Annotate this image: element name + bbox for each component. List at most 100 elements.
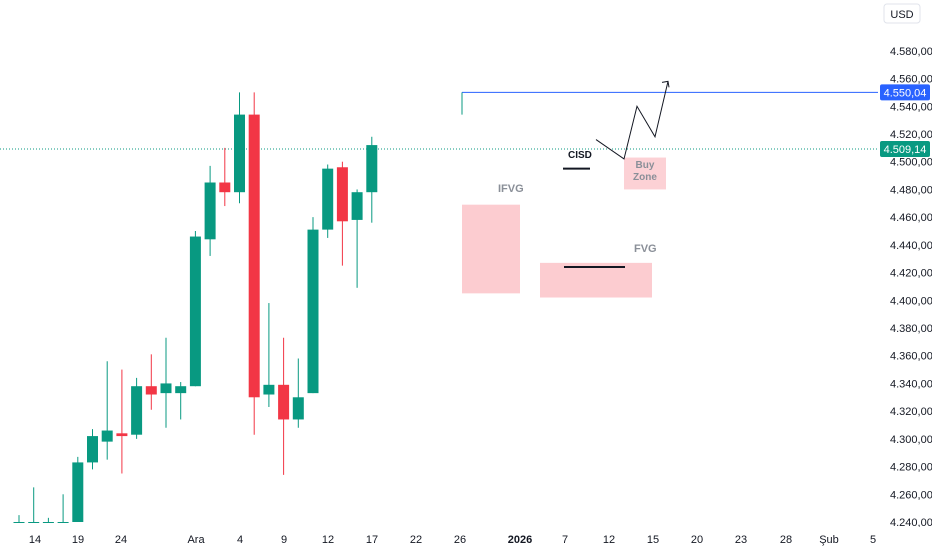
candle: [13, 515, 25, 523]
candle-body: [292, 397, 304, 420]
candle-body: [13, 522, 25, 523]
candle-body: [131, 386, 143, 435]
price-tick-label: 4.460,00: [890, 212, 932, 224]
candle-body: [366, 145, 378, 193]
candle-body: [87, 436, 98, 463]
key-level-label: 4.550,04: [884, 87, 927, 99]
candle: [116, 369, 128, 474]
lines-layer: [0, 91, 878, 150]
price-axis[interactable]: USD 4.580,00 4.560,00 4.540,00 4.520,00 4.500…: [880, 0, 932, 550]
current-price-badge: [880, 141, 930, 158]
ifvg-label: IFVG: [498, 183, 524, 195]
candle: [131, 377, 143, 439]
candle: [42, 517, 54, 523]
time-tick-label: 9: [281, 534, 287, 546]
currency-label: USD: [890, 9, 913, 21]
time-tick-label: 26: [454, 534, 466, 546]
candle-body: [72, 462, 84, 522]
price-tick-label: 4.380,00: [890, 323, 932, 335]
candle-body: [248, 114, 260, 398]
candle: [292, 358, 304, 428]
candle: [145, 354, 157, 410]
candle: [366, 136, 378, 223]
time-tick-label: 28: [780, 534, 792, 546]
candle: [57, 494, 69, 523]
price-tick-label: 4.340,00: [890, 378, 932, 390]
candle-body: [175, 386, 187, 394]
price-tick-label: 4.440,00: [890, 240, 932, 252]
candle: [101, 361, 113, 460]
time-axis[interactable]: 14 19 24 Ara 4 9 12 17 22 26 2026 7 12 15 20 23 28 Şub 5: [0, 527, 932, 550]
time-tick-label: 17: [366, 534, 378, 546]
candle: [278, 337, 290, 475]
price-tick-label: 4.280,00: [890, 462, 932, 474]
price-tick-label: 4.400,00: [890, 295, 932, 307]
candle-body: [307, 229, 319, 394]
key-level-badge: [880, 84, 930, 101]
time-tick-label: 19: [72, 534, 84, 546]
cisd-label: CISD: [568, 150, 592, 161]
candle: [189, 231, 201, 387]
candle-body: [189, 236, 201, 387]
projection-path: [595, 81, 669, 160]
zone-ifvg: [462, 204, 520, 294]
price-tick-label: 4.360,00: [890, 351, 932, 363]
price-tick-label: 4.320,00: [890, 406, 932, 418]
candle-body: [145, 386, 157, 395]
candle: [87, 429, 98, 470]
price-tick-label: 4.300,00: [890, 434, 932, 446]
time-tick-label: 12: [322, 534, 334, 546]
current-price-label: 4.509,14: [884, 144, 927, 156]
time-tick-label: 5: [870, 534, 876, 546]
currency-box: [883, 3, 921, 24]
candle-body: [263, 384, 275, 395]
price-tick-label: 4.540,00: [890, 101, 932, 113]
time-tick-label: 12: [603, 534, 615, 546]
candle: [234, 92, 245, 204]
time-tick-label: 22: [410, 534, 422, 546]
candle-body: [28, 522, 40, 523]
time-tick-label: 14: [29, 534, 41, 546]
fvg-label: FVG: [634, 243, 657, 255]
buy-zone-label-2: Zone: [633, 172, 657, 183]
price-tick-label: 4.420,00: [890, 268, 932, 280]
candle-body: [278, 384, 290, 420]
candle: [322, 164, 334, 238]
candle: [336, 161, 348, 266]
price-tick-label: 4.480,00: [890, 184, 932, 196]
price-tick-label: 4.500,00: [890, 157, 932, 169]
candle-body: [42, 522, 54, 523]
candle-body: [336, 167, 348, 222]
candle-body: [351, 192, 363, 220]
candle-body: [204, 182, 216, 240]
zone-fvg: [540, 262, 652, 298]
candle-body: [101, 430, 113, 442]
time-tick-label: 20: [691, 534, 703, 546]
zones-layer: [462, 157, 666, 298]
candle-body: [160, 383, 172, 394]
time-tick-label: 2026: [508, 534, 532, 546]
candle: [219, 147, 231, 207]
candle-body: [219, 182, 231, 193]
buy-zone-label: Buy: [636, 160, 655, 171]
candles-layer: [13, 92, 378, 523]
candle: [72, 456, 84, 522]
price-tick-label: 4.260,00: [890, 489, 932, 501]
time-tick-label: Şub: [819, 534, 839, 546]
candle: [307, 217, 319, 394]
candle: [160, 337, 172, 428]
time-tick-label: Ara: [187, 534, 205, 546]
price-tick-label: 4.580,00: [890, 46, 932, 58]
candle: [204, 165, 216, 256]
candle-body: [322, 168, 334, 230]
projection-arrowhead: [661, 80, 670, 88]
candle: [351, 189, 363, 288]
candle-body: [234, 114, 245, 193]
price-tick-label: 4.560,00: [890, 74, 932, 86]
price-tick-label: 4.240,00: [890, 517, 932, 529]
candle: [28, 487, 40, 523]
time-tick-label: 23: [735, 534, 747, 546]
